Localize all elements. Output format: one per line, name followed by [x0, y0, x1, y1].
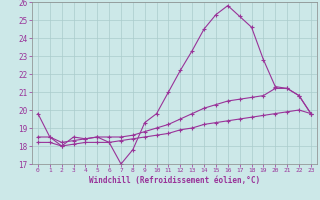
- X-axis label: Windchill (Refroidissement éolien,°C): Windchill (Refroidissement éolien,°C): [89, 176, 260, 185]
